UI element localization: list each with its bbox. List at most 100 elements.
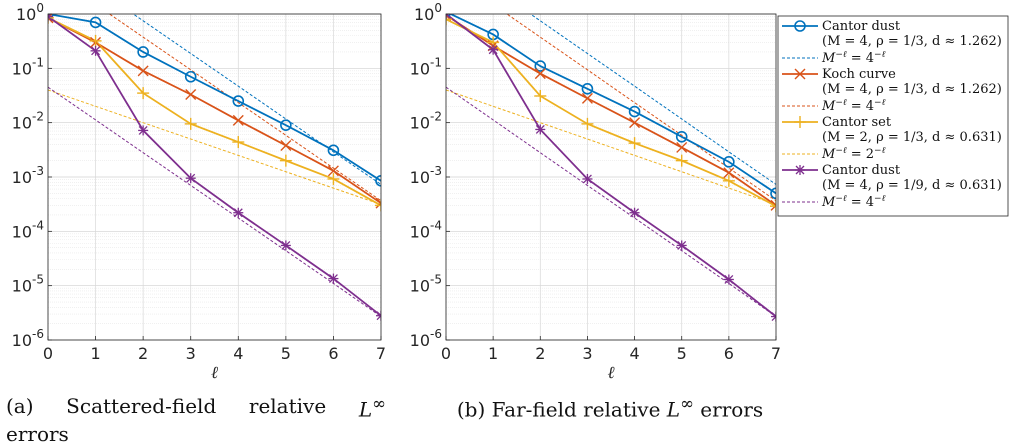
- series-line: [446, 18, 776, 208]
- data-point: [279, 154, 292, 167]
- marker-stroke: [232, 114, 244, 126]
- legend-math-part: −ℓ: [874, 146, 886, 156]
- marker-stroke: [488, 45, 498, 55]
- legend-entry: M−ℓ = 4−ℓ: [782, 98, 886, 114]
- data-point: [327, 172, 340, 185]
- x-tick-label: 5: [281, 344, 291, 363]
- tick-exponent: -6: [430, 327, 442, 341]
- data-point: [770, 200, 776, 213]
- tick-exponent: -4: [32, 218, 44, 232]
- legend-math-part: = 4: [847, 99, 874, 114]
- marker-stroke: [186, 173, 196, 183]
- data-point: [794, 116, 806, 128]
- tick-exponent: -3: [32, 164, 44, 178]
- marker-stroke: [233, 208, 243, 218]
- marker-stroke: [795, 165, 805, 175]
- tick-base: 10: [410, 168, 430, 187]
- x-tick-label: 6: [328, 344, 338, 363]
- marker-stroke: [185, 88, 197, 100]
- legend-math-part: −ℓ: [874, 194, 886, 204]
- series-line: [48, 17, 381, 207]
- legend-entry: Cantor dust(M = 4, ρ = 1/9, d ≈ 0.631): [782, 163, 1002, 193]
- marker-stroke: [676, 141, 688, 153]
- data-point: [628, 105, 641, 118]
- marker-stroke: [582, 174, 592, 184]
- x-tick-label: 6: [724, 344, 734, 363]
- legend-math-part: = 2: [847, 147, 874, 162]
- data-point: [327, 165, 339, 177]
- tick-exponent: -6: [32, 327, 44, 341]
- data-point: [280, 140, 292, 151]
- tick-base: 10: [410, 331, 430, 350]
- legend-math-part: −ℓ: [835, 194, 847, 204]
- caption-a-label: (a): [6, 394, 34, 418]
- data-point: [137, 65, 149, 77]
- legend-sublabel: (M = 4, ρ = 1/9, d ≈ 0.631): [822, 178, 1002, 193]
- y-tick-label: 10-3: [410, 164, 442, 187]
- data-point: [185, 88, 197, 100]
- legend-label: M−ℓ = 4−ℓ: [821, 194, 886, 210]
- legend-entry: Cantor set(M = 2, ρ = 1/3, d ≈ 0.631): [782, 115, 1002, 145]
- legend-math-part: = 4: [847, 195, 874, 210]
- data-point: [89, 16, 102, 29]
- x-axis-label: ℓ: [607, 363, 614, 383]
- data-point: [446, 14, 452, 21]
- legend-label: Cantor dust: [822, 19, 901, 34]
- data-point: [535, 124, 546, 135]
- legend-math-part: M: [821, 51, 836, 66]
- x-tick-label: 5: [677, 344, 687, 363]
- marker-stroke: [771, 312, 776, 318]
- legend-math-part: −ℓ: [874, 50, 886, 60]
- data-point: [280, 240, 291, 251]
- marker-stroke: [771, 315, 776, 322]
- marker-stroke: [48, 14, 53, 19]
- y-tick-label: 10-6: [410, 327, 442, 350]
- marker-stroke: [724, 275, 734, 284]
- tick-exponent: 0: [434, 1, 442, 15]
- legend-entry: Koch curve(M = 4, ρ = 1/3, d ≈ 1.262): [782, 67, 1002, 97]
- tick-base: 10: [16, 5, 36, 24]
- data-point: [629, 207, 640, 218]
- marker-stroke: [375, 197, 381, 205]
- caption-a-line2: errors: [6, 421, 69, 446]
- y-tick-label: 10-5: [410, 273, 442, 296]
- data-point: [676, 141, 688, 153]
- data-point: [232, 136, 245, 149]
- tick-exponent: -4: [430, 218, 442, 232]
- y-tick-label: 100: [414, 1, 442, 24]
- legend-math-part: −ℓ: [835, 146, 847, 156]
- marker-stroke: [48, 16, 54, 24]
- legend-label: M−ℓ = 4−ℓ: [821, 50, 886, 66]
- data-point: [48, 14, 54, 24]
- legend: Cantor dust(M = 4, ρ = 1/3, d ≈ 1.262)M−…: [777, 15, 1009, 217]
- series-line: [48, 15, 381, 317]
- data-point: [137, 46, 149, 58]
- legend-entry: M−ℓ = 4−ℓ: [782, 50, 886, 66]
- tick-exponent: -5: [430, 273, 442, 287]
- marker-stroke: [723, 167, 735, 179]
- y-tick-label: 100: [16, 1, 44, 24]
- series-line: [448, 14, 776, 195]
- reference-line: [48, 89, 381, 205]
- x-tick-label: 7: [771, 344, 781, 363]
- tick-exponent: -3: [430, 164, 442, 178]
- data-point: [232, 95, 245, 107]
- data-point: [48, 14, 54, 24]
- series-group: [48, 14, 381, 321]
- data-point: [375, 175, 381, 187]
- data-point: [771, 311, 776, 322]
- caption-a-word: Scattered-field: [66, 394, 217, 418]
- legend-sublabel: (M = 2, ρ = 1/3, d ≈ 0.631): [822, 130, 1002, 145]
- x-tick-label: 0: [43, 344, 53, 363]
- data-point: [581, 83, 594, 95]
- tick-exponent: -2: [32, 110, 44, 124]
- marker-stroke: [91, 46, 101, 56]
- marker-stroke: [794, 68, 806, 80]
- caption-a-math: L∞: [358, 394, 386, 422]
- tick-base: 10: [410, 59, 430, 78]
- data-point: [90, 45, 101, 56]
- data-point: [770, 187, 776, 200]
